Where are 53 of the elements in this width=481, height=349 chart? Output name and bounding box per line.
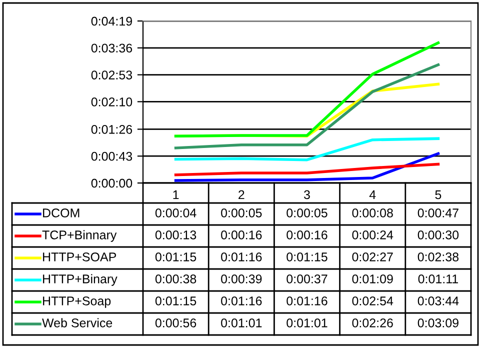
y-tick-label: 0:04:19 (91, 16, 132, 26)
data-label: 0:00:05 (286, 208, 328, 218)
legend-label: HTTP+SOAP (43, 252, 116, 262)
line-series (174, 42, 440, 138)
legend-label: HTTP+Binary (43, 274, 118, 286)
data-label: 0:01:15 (286, 252, 328, 262)
data-label: 0:00:16 (221, 230, 262, 240)
data-label: 0:00:30 (418, 230, 459, 240)
legend-label: DCOM (43, 208, 80, 218)
x-tick-label: 4 (369, 190, 376, 200)
data-label: 0:02:38 (418, 252, 459, 262)
data-label: 0:01:11 (418, 274, 458, 284)
data-label: 0:01:01 (221, 318, 262, 328)
legend-label: TCP+Binnary (42, 230, 117, 242)
data-label: 0:00:38 (155, 274, 196, 284)
data-label: 0:01:15 (155, 252, 196, 262)
y-tick-label: 0:02:53 (91, 70, 132, 80)
data-label: 0:02:27 (352, 252, 393, 262)
line-series (174, 137, 440, 162)
y-tick-label: 0:01:26 (91, 125, 132, 134)
data-label: 0:00:16 (286, 230, 328, 240)
line-series (174, 152, 440, 182)
data-label: 0:00:56 (155, 318, 196, 328)
data-label: 0:00:04 (155, 208, 196, 218)
legend-label: Web Service (42, 318, 112, 328)
x-tick-label: 5 (435, 190, 442, 200)
x-tick-label: 3 (304, 190, 310, 200)
y-tick-label: 0:00:00 (91, 178, 132, 188)
data-label: 0:01:16 (221, 252, 262, 262)
y-tick-label: 0:00:43 (91, 152, 132, 161)
data-label: 0:00:13 (155, 230, 196, 240)
line-series (174, 63, 440, 150)
data-label: 0:01:16 (221, 296, 262, 306)
x-tick-label: 1 (173, 190, 179, 200)
data-label: 0:00:47 (418, 208, 458, 218)
data-label: 0:00:39 (221, 274, 262, 284)
data-label: 0:01:09 (352, 274, 393, 284)
data-label: 0:01:16 (286, 296, 328, 306)
legend-label: HTTP+Soap (43, 296, 111, 308)
data-label: 0:00:37 (286, 274, 328, 284)
data-label: 0:01:15 (155, 296, 196, 306)
data-label: 0:00:24 (352, 230, 394, 240)
data-label: 0:03:44 (418, 296, 459, 306)
line-series (174, 162, 440, 176)
data-label: 0:02:54 (352, 296, 394, 306)
data-label: 0:01:01 (286, 318, 328, 328)
y-tick-label: 0:02:10 (91, 97, 132, 106)
data-label: 0:02:26 (352, 318, 393, 328)
data-label: 0:03:09 (418, 318, 458, 328)
data-label: 0:00:08 (352, 208, 393, 218)
y-tick-label: 0:03:36 (91, 44, 132, 53)
data-label: 0:00:05 (221, 208, 262, 218)
x-tick-label: 2 (238, 190, 244, 200)
